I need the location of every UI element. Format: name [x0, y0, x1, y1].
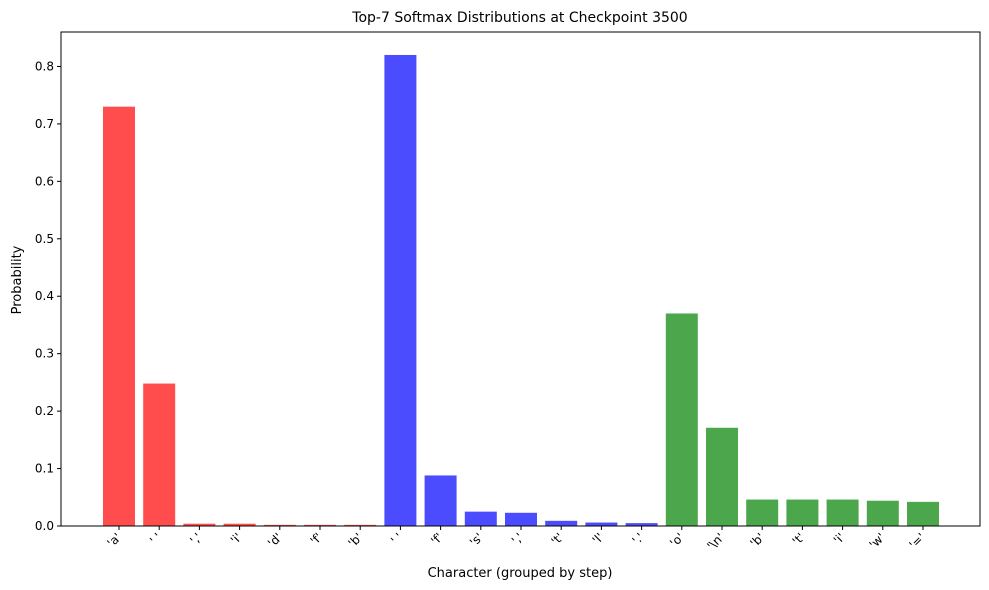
x-tick-label: 'o': [667, 530, 687, 550]
x-tick-label: '.': [629, 530, 646, 547]
x-tick-label: 'w': [866, 530, 888, 552]
x-tick-label: 't': [548, 530, 566, 548]
y-tick-label: 0.0: [35, 519, 54, 533]
x-tick-label: 'l': [590, 530, 607, 547]
y-tick-label: 0.3: [35, 347, 54, 361]
bar: [585, 522, 618, 526]
x-tick-label: ' ': [388, 530, 405, 547]
bars-group: [103, 54, 939, 527]
bar: [424, 475, 457, 526]
x-tick-label: ',': [509, 530, 526, 547]
x-tick-label: '=': [906, 530, 928, 552]
bar: [103, 106, 135, 527]
y-axis-label: Probability: [10, 245, 25, 314]
x-tick-label: 'd': [265, 530, 285, 550]
bar: [826, 499, 859, 526]
y-tick-label: 0.5: [35, 232, 54, 246]
y-tick-label: 0.6: [35, 174, 54, 188]
x-tick-label: 'i': [228, 530, 245, 547]
x-tick-label: 'i': [831, 530, 848, 547]
bar: [304, 524, 336, 526]
bar: [786, 499, 819, 526]
x-axis: 'a' ' ' ',' 'i' 'd' 'f' 'b' ' ' 'f' 's' ',' 't' 'l' '…: [104, 526, 928, 553]
y-axis: 0.0 0.1 0.2 0.3 0.4 0.5 0.6 0.7 0.8: [35, 59, 61, 533]
y-tick-label: 0.1: [35, 462, 54, 476]
x-tick-label: '\n': [704, 530, 727, 553]
bar: [545, 520, 578, 526]
x-axis-label: Character (grouped by step): [428, 566, 613, 581]
x-tick-label: 's': [467, 530, 486, 549]
bar: [706, 427, 738, 526]
bar: [344, 524, 377, 526]
bar: [665, 313, 698, 526]
y-tick-label: 0.8: [35, 59, 54, 73]
bar: [183, 523, 216, 526]
x-tick-label: 'f': [308, 530, 326, 548]
x-tick-label: ',': [187, 530, 204, 547]
bar: [464, 511, 497, 526]
x-tick-label: 'b': [747, 530, 767, 550]
x-tick-label: 'f': [428, 530, 446, 548]
bar: [143, 383, 176, 526]
x-tick-label: ' ': [147, 530, 164, 547]
bar: [907, 501, 939, 526]
bar: [746, 499, 779, 526]
x-tick-label: 'a': [104, 530, 124, 550]
y-tick-label: 0.7: [35, 117, 54, 131]
x-tick-label: 'b': [345, 530, 365, 550]
bar: [223, 523, 256, 526]
y-tick-label: 0.2: [35, 404, 54, 418]
bar: [263, 524, 296, 526]
bar: [866, 500, 899, 526]
x-tick-label: 't': [790, 530, 808, 548]
bar: [384, 54, 417, 526]
y-tick-label: 0.4: [35, 289, 54, 303]
plot-frame: [60, 31, 981, 527]
chart-title: Top-7 Softmax Distributions at Checkpoin…: [351, 10, 687, 26]
bar: [505, 512, 537, 526]
bar: [625, 523, 658, 526]
